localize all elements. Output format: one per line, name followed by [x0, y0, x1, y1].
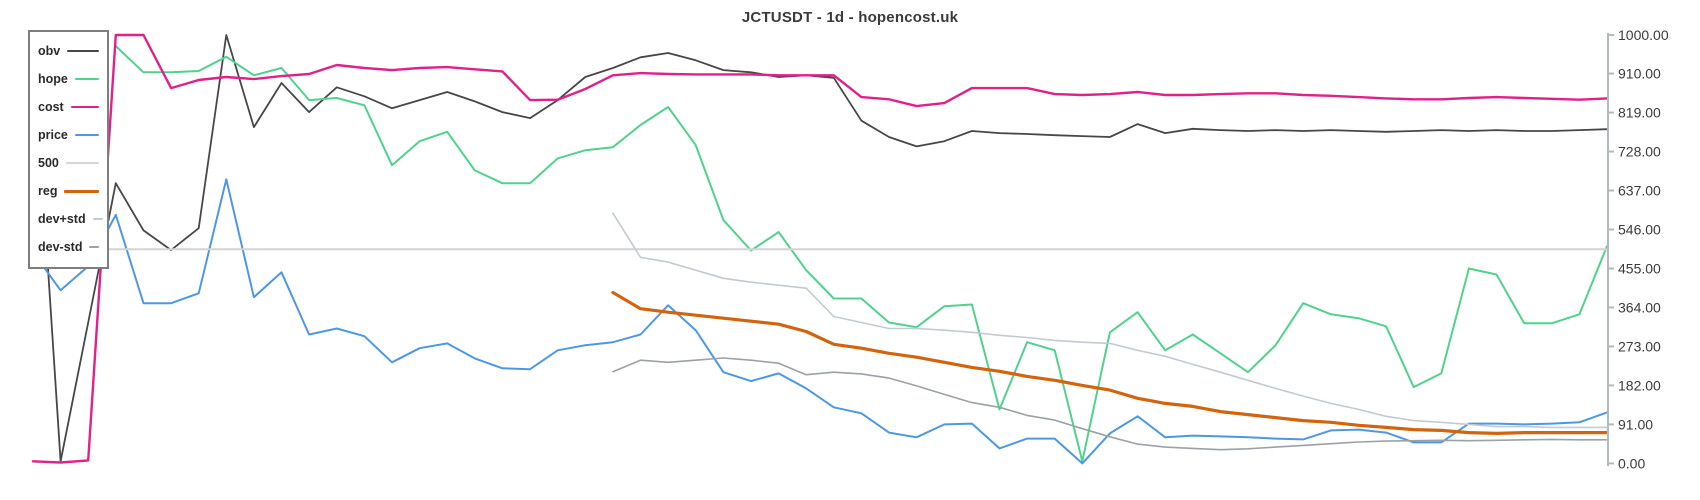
legend-item-price[interactable]: price — [38, 121, 99, 149]
legend-item-label: cost — [38, 100, 64, 114]
legend-line-swatch — [74, 134, 99, 136]
legend-item-cost[interactable]: cost — [38, 93, 99, 121]
legend-item-label: obv — [38, 44, 61, 58]
legend-item-obv[interactable]: obv — [38, 37, 99, 65]
y-axis-tick-label: 1000.00 — [1618, 27, 1669, 43]
legend-item-label: reg — [38, 184, 58, 198]
legend-line-swatch — [70, 106, 99, 108]
legend-item-reg[interactable]: reg — [38, 177, 99, 205]
legend-item-label: price — [38, 128, 68, 142]
legend-line-swatch — [64, 189, 99, 193]
series-line-cost — [31, 33, 1609, 464]
legend-line-swatch — [92, 218, 103, 220]
y-axis-tick-label: 637.00 — [1618, 183, 1661, 199]
legend-item-label: hope — [38, 72, 68, 86]
series-line-price — [32, 178, 1608, 465]
chart-title: JCTUSDT - 1d - hopencost.uk — [741, 9, 959, 26]
y-axis-tick-label: 182.00 — [1618, 377, 1661, 393]
y-axis-tick-label: 364.00 — [1618, 299, 1661, 315]
legend-line-swatch — [67, 50, 99, 52]
y-axis-tick-label: 546.00 — [1618, 221, 1661, 237]
legend: obv hope cost price 500 reg dev+std dev-std — [28, 30, 109, 269]
series-line-reg — [611, 290, 1609, 435]
legend-item-label: dev+std — [38, 212, 86, 226]
y-axis-tick-label: 910.00 — [1618, 66, 1661, 82]
legend-item-hope[interactable]: hope — [38, 65, 99, 93]
series-line-obv — [32, 34, 1608, 463]
y-axis-tick-label: 91.00 — [1618, 416, 1653, 432]
y-axis-tick-label: 455.00 — [1618, 260, 1661, 276]
legend-item-500[interactable]: 500 — [38, 149, 99, 177]
legend-item-dev-std[interactable]: dev+std — [38, 205, 103, 233]
series-line-dev-std — [612, 357, 1608, 451]
y-axis-tick-label: 273.00 — [1618, 338, 1661, 354]
legend-line-swatch — [65, 162, 99, 164]
legend-line-swatch — [74, 78, 99, 80]
y-axis-tick-label: 0.00 — [1618, 455, 1645, 471]
legend-item-dev-std[interactable]: dev-std — [38, 233, 100, 261]
series-line-hope — [114, 45, 1608, 463]
legend-item-label: 500 — [38, 156, 59, 170]
series-line-dev-std — [612, 212, 1608, 429]
legend-line-swatch — [89, 246, 100, 248]
y-axis-tick-label: 728.00 — [1618, 144, 1661, 160]
legend-item-label: dev-std — [38, 240, 83, 254]
y-axis-tick-label: 819.00 — [1618, 105, 1661, 121]
